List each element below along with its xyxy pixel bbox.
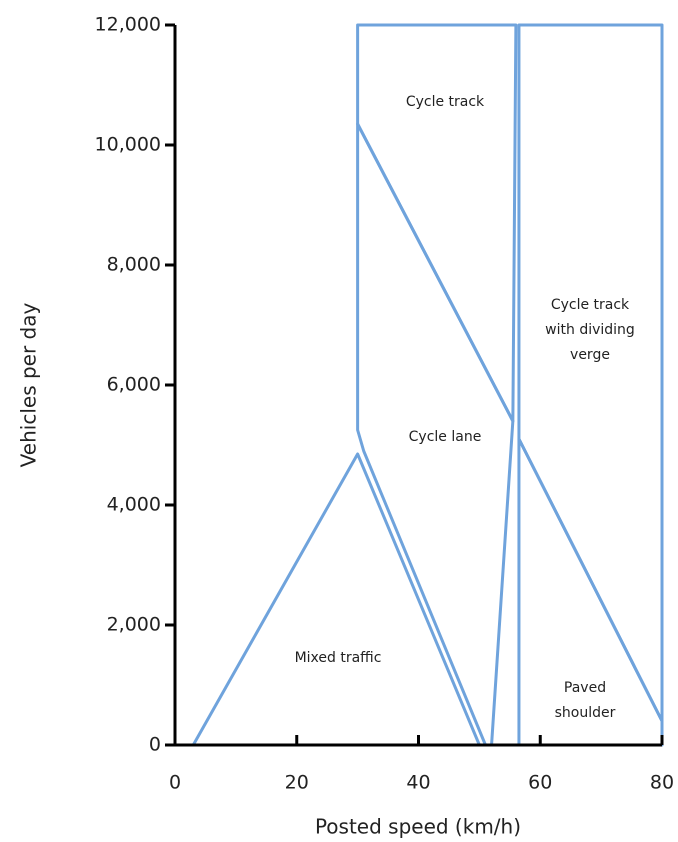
y-tick-label: 2,000 [107, 614, 161, 636]
region [191, 452, 481, 747]
region-label: Cycle track [551, 297, 630, 313]
y-tick-label: 0 [149, 734, 161, 756]
x-tick-label: 60 [528, 772, 552, 794]
x-tick-label: 80 [650, 772, 674, 794]
region-label: Paved [564, 680, 606, 696]
region [517, 437, 664, 747]
y-tick-label: 4,000 [107, 494, 161, 516]
y-tick-label: 6,000 [107, 374, 161, 396]
region-label: shoulder [555, 705, 616, 721]
x-tick-label: 20 [285, 772, 309, 794]
y-axis-title: Vehicles per day [17, 303, 41, 468]
x-tick-label: 40 [406, 772, 430, 794]
y-tick-label: 12,000 [95, 14, 161, 36]
region-label: verge [570, 347, 610, 363]
x-tick-label: 0 [169, 772, 181, 794]
y-tick-label: 10,000 [95, 134, 161, 156]
y-tick-label: 8,000 [107, 254, 161, 276]
region-label: Cycle lane [409, 429, 482, 445]
region-label: with dividing [545, 322, 635, 338]
x-axis-title: Posted speed (km/h) [315, 815, 521, 839]
region [356, 23, 518, 423]
region [517, 23, 664, 723]
region-label: Cycle track [406, 94, 485, 110]
region-label: Mixed traffic [295, 650, 382, 666]
